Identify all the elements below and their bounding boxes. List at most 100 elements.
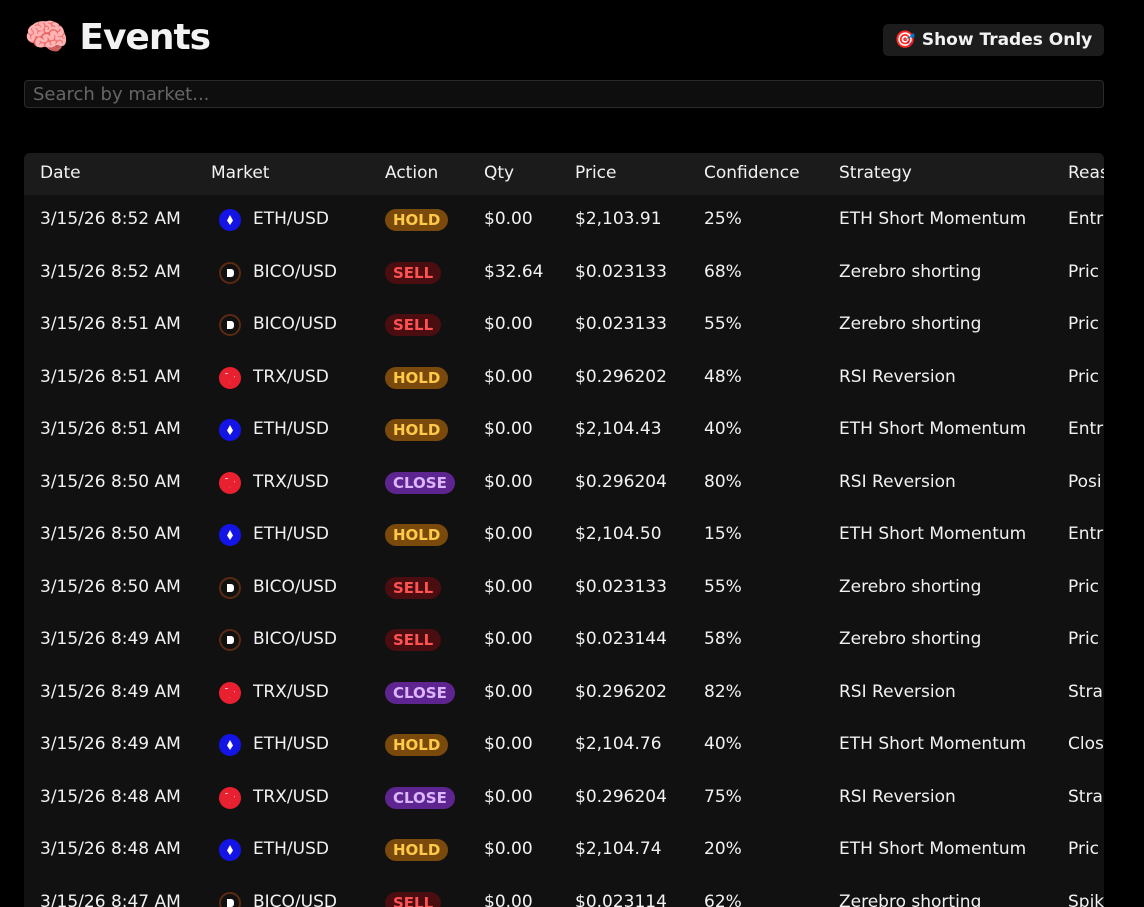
table-cell: $0.023133: [575, 314, 667, 334]
table-cell: 3/15/26 8:49 AM: [40, 681, 181, 702]
table-cell: Entr: [1068, 419, 1104, 439]
table-cell: 58%: [704, 629, 742, 649]
action-badge: SELL: [385, 629, 442, 651]
action-badge: SELL: [385, 891, 442, 907]
market: ETH/USD: [253, 734, 329, 754]
table-cell: 3/15/26 8:51 AM: [40, 366, 181, 387]
table-cell: Clos: [1068, 734, 1104, 754]
table-cell: RSI Reversion: [839, 786, 956, 807]
action-badge: CLOSE: [385, 471, 455, 494]
market-icon: [219, 629, 241, 651]
column-header: Qty: [484, 163, 515, 183]
market: TRX/USD: [253, 786, 329, 807]
table-cell: 20%: [704, 839, 742, 859]
table-cell: 3/15/26 8:52 AM: [40, 209, 181, 229]
table-cell: Pric: [1068, 261, 1100, 282]
column-header: Market: [211, 163, 270, 183]
table-cell: 40%: [704, 419, 742, 439]
table-cell: RSI Reversion: [839, 366, 956, 387]
table-cell: 62%: [704, 891, 742, 907]
market-icon: [219, 734, 241, 756]
table-cell: $0.00: [484, 629, 533, 649]
action-badge: SELL: [385, 576, 442, 599]
search-input[interactable]: Search by market...: [24, 80, 1104, 108]
action-badge: SELL: [385, 314, 442, 336]
table-cell: 82%: [704, 681, 742, 702]
table-cell: $0.023144: [575, 629, 667, 649]
table-cell: $0.00: [484, 524, 533, 544]
column-header: Price: [575, 163, 617, 183]
market: TRX/USD: [253, 681, 329, 702]
market-icon: [219, 261, 241, 284]
market-icon: [219, 314, 241, 336]
table-row: 3/15/26 8:51 AM TRX/USD HOLD $0.00 $0.296202…: [24, 353, 1104, 406]
table-cell: 3/15/26 8:51 AM: [40, 419, 181, 439]
table-cell: $0.296204: [575, 786, 667, 807]
action-badge: HOLD: [385, 524, 449, 546]
table-cell: ETH Short Momentum: [839, 524, 1027, 544]
action-badge: HOLD: [385, 366, 449, 389]
market: BICO/USD: [253, 891, 337, 907]
table-cell: 75%: [704, 786, 742, 807]
table-cell: Pric: [1068, 839, 1100, 859]
table-cell: 40%: [704, 734, 742, 754]
table-row: 3/15/26 8:50 AM TRX/USD CLOSE $0.00 $0.29620…: [24, 458, 1104, 511]
action-badge: SELL: [385, 261, 442, 284]
table-cell: $0.023114: [575, 891, 667, 907]
market: TRX/USD: [253, 471, 329, 492]
market-icon: [219, 786, 241, 809]
action-badge: HOLD: [385, 734, 449, 756]
column-header: Date: [40, 163, 81, 183]
table-header: Date Market Action Qty Price Confidence Strate…: [24, 153, 1104, 195]
table-cell: $0.00: [484, 576, 533, 597]
table-cell: 68%: [704, 261, 742, 282]
table-row: 3/15/26 8:52 AM ETH/USD HOLD $0.00 $2,103.91…: [24, 195, 1104, 248]
table-cell: Posi: [1068, 471, 1102, 492]
table-cell: ETH Short Momentum: [839, 209, 1027, 229]
table-cell: Zerebro shorting: [839, 629, 982, 649]
table-cell: $0.296204: [575, 471, 667, 492]
show-trades-button[interactable]: 🎯 Show Trades Only: [883, 24, 1104, 56]
market-icon: [219, 209, 241, 231]
table-cell: 3/15/26 8:48 AM: [40, 786, 181, 807]
table-row: 3/15/26 8:51 AM ETH/USD HOLD $0.00 $2,104.43…: [24, 405, 1104, 458]
table-cell: 3/15/26 8:49 AM: [40, 734, 181, 754]
market: BICO/USD: [253, 576, 337, 597]
table-cell: 15%: [704, 524, 742, 544]
market: TRX/USD: [253, 366, 329, 387]
market: BICO/USD: [253, 261, 337, 282]
market: ETH/USD: [253, 524, 329, 544]
table-row: 3/15/26 8:49 AM BICO/USD SELL $0.00 $0.02314…: [24, 615, 1104, 668]
table-cell: $0.00: [484, 786, 533, 807]
table-cell: 55%: [704, 314, 742, 334]
action-badge: CLOSE: [385, 786, 455, 809]
table-cell: $0.00: [484, 209, 533, 229]
table-cell: 3/15/26 8:50 AM: [40, 471, 181, 492]
table-cell: $0.023133: [575, 576, 667, 597]
market-icon: [219, 576, 241, 599]
table-cell: $0.00: [484, 366, 533, 387]
table-row: 3/15/26 8:50 AM BICO/USD SELL $0.00 $0.02313…: [24, 563, 1104, 616]
column-header: Reas: [1068, 163, 1104, 183]
table-cell: ETH Short Momentum: [839, 839, 1027, 859]
table-cell: RSI Reversion: [839, 471, 956, 492]
column-header: Strategy: [839, 163, 912, 183]
table-row: 3/15/26 8:47 AM BICO/USD SELL $0.00 $0.02311…: [24, 878, 1104, 907]
table-cell: $0.00: [484, 839, 533, 859]
action-badge: CLOSE: [385, 681, 455, 704]
table-cell: $2,104.74: [575, 839, 662, 859]
table-row: 3/15/26 8:51 AM BICO/USD SELL $0.00 $0.02313…: [24, 300, 1104, 353]
table-cell: Entr: [1068, 524, 1104, 544]
table-cell: 3/15/26 8:49 AM: [40, 629, 181, 649]
column-header: Action: [385, 163, 439, 183]
table-cell: $2,104.50: [575, 524, 662, 544]
market-icon: [219, 524, 241, 546]
table-cell: $32.64: [484, 261, 544, 282]
table-cell: 3/15/26 8:48 AM: [40, 839, 181, 859]
table-cell: Pric: [1068, 629, 1100, 649]
table-cell: $0.296202: [575, 681, 667, 702]
table-cell: $0.00: [484, 891, 533, 907]
table-row: 3/15/26 8:50 AM ETH/USD HOLD $0.00 $2,104.50…: [24, 510, 1104, 563]
table-cell: $0.00: [484, 314, 533, 334]
table-cell: 3/15/26 8:50 AM: [40, 524, 181, 544]
